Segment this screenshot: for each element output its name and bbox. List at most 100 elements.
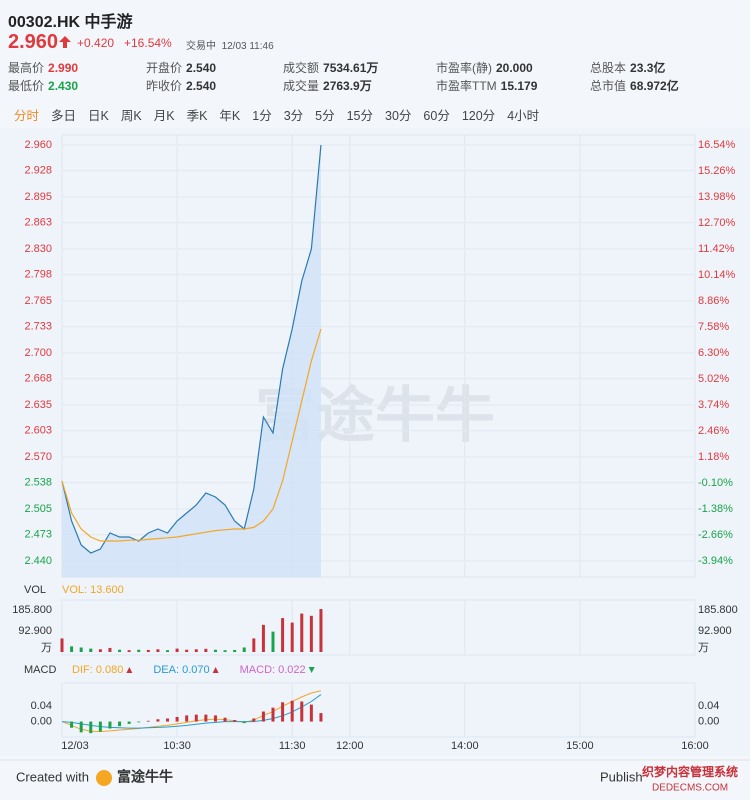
y-tick-label: 2.765 [24,295,52,307]
tab[interactable]: 5分 [315,109,335,123]
macd-bar [290,700,294,722]
macd-bar [252,718,256,722]
macd-bar [185,715,189,722]
volume-bar [233,649,237,652]
y-tick-label: 2.635 [24,399,52,411]
volume-bar [300,613,304,652]
tab[interactable]: 日K [88,109,109,123]
y-tick-label-right: 185.800 [698,604,738,616]
tab[interactable]: 季K [186,109,208,123]
y-tick-label: 185.800 [12,604,52,616]
y2-tick-label: 10.14% [698,269,736,281]
y-tick-label: 2.798 [24,269,52,281]
publish: Publish [600,769,643,784]
macd-bar [156,719,160,722]
legend-entry: MACD: 0.022 [240,664,306,676]
tab[interactable]: 15分 [346,109,374,123]
volume-bar [137,649,141,652]
tab[interactable]: 3分 [283,109,304,123]
volume-bar [156,649,160,652]
stat-label: 总市值 [590,79,627,93]
x-tick-label: 10:30 [163,740,191,752]
macd-bar [271,707,275,722]
y2-tick-label: 11.42% [698,243,735,255]
macd-bar [118,721,122,727]
y2-tick-label: 13.98% [698,191,736,203]
stat-value: 15.179 [500,79,538,93]
volume-bar [89,648,93,652]
y-tick-label: 2.603 [24,425,52,437]
stat: 最低价 2.430 [8,77,78,94]
legend-entry: DIF: 0.080 [72,664,123,676]
macd-bar [166,718,169,722]
created-with: Created with [16,769,89,784]
x-tick-label: 16:00 [681,740,709,752]
site-watermark: 织梦内容管理系统 [642,764,738,779]
stat-label: 昨收价 [146,79,183,93]
tab[interactable]: 多日 [51,109,77,123]
brand: 富途牛牛 [117,769,173,785]
y-tick-label: 2.668 [24,373,52,385]
y-tick-label: 2.960 [24,139,52,151]
change: +0.420 [77,36,115,50]
macd-bar [223,717,227,722]
volume-bar [185,649,189,652]
volume-bar [252,638,256,652]
macd-bar [204,714,208,722]
macd-bar [309,704,313,722]
volume-bar [175,648,179,652]
y2-tick-label: -2.66% [698,529,733,541]
volume-bar [60,638,64,652]
volume-bar [194,649,198,652]
stock-title: 00302.HK 中手游 [8,8,133,32]
stat-label: 市盈率(静) [436,61,492,75]
y-tick-label: 0.04 [31,700,52,712]
unit-right: 万 [698,642,709,654]
stat: 市盈率(静) 20.000 [436,59,533,76]
tab[interactable]: 1分 [252,109,272,123]
tab[interactable]: 月K [153,109,175,123]
status-time: 12/03 11:46 [221,41,274,52]
x-tick-label: 11:30 [279,740,306,752]
stat-value: 7534.61万 [323,61,379,75]
plot-area [61,599,696,656]
volume-bar [79,647,83,652]
y2-tick-label: 16.54% [698,139,736,151]
stat-value: 2.540 [186,61,217,75]
tab[interactable]: 120分 [461,109,496,123]
stat: 开盘价 2.540 [146,59,216,76]
volume-bar [98,649,102,652]
y2-tick-label: 8.86% [698,295,729,307]
tab[interactable]: 分时 [14,109,40,123]
tab[interactable]: 4小时 [507,109,540,123]
macd-bar [127,721,131,724]
x-tick-label: 12/03 [61,740,89,752]
name: 中手游 [84,14,133,31]
macd-bar [89,721,93,734]
y2-tick-label: 2.46% [698,425,729,437]
volume-bar [223,650,227,652]
chart-bg [0,128,750,756]
code: 00302.HK [8,14,81,31]
stat: 总股本 23.3亿 [590,59,665,76]
stat-label: 总股本 [590,61,627,75]
tab[interactable]: 30分 [385,109,412,123]
y2-tick-label: 7.58% [698,321,729,333]
volume-bar [127,650,131,652]
tab[interactable]: 周K [120,109,142,123]
tab[interactable]: 年K [219,109,241,123]
price: 2.960 [8,31,59,53]
stat-value: 23.3亿 [630,61,666,75]
stat-value: 2.430 [48,79,79,93]
y-tick-label: 2.570 [24,451,52,463]
plot-area [61,134,696,578]
stat-value: 2763.9万 [323,79,372,93]
tab[interactable]: 60分 [423,109,450,123]
plot-area [61,682,696,738]
trend-arrow [212,667,219,673]
stat-label: 成交量 [283,79,320,93]
stat-label: 开盘价 [146,61,183,75]
stat-label: 最低价 [8,79,45,93]
